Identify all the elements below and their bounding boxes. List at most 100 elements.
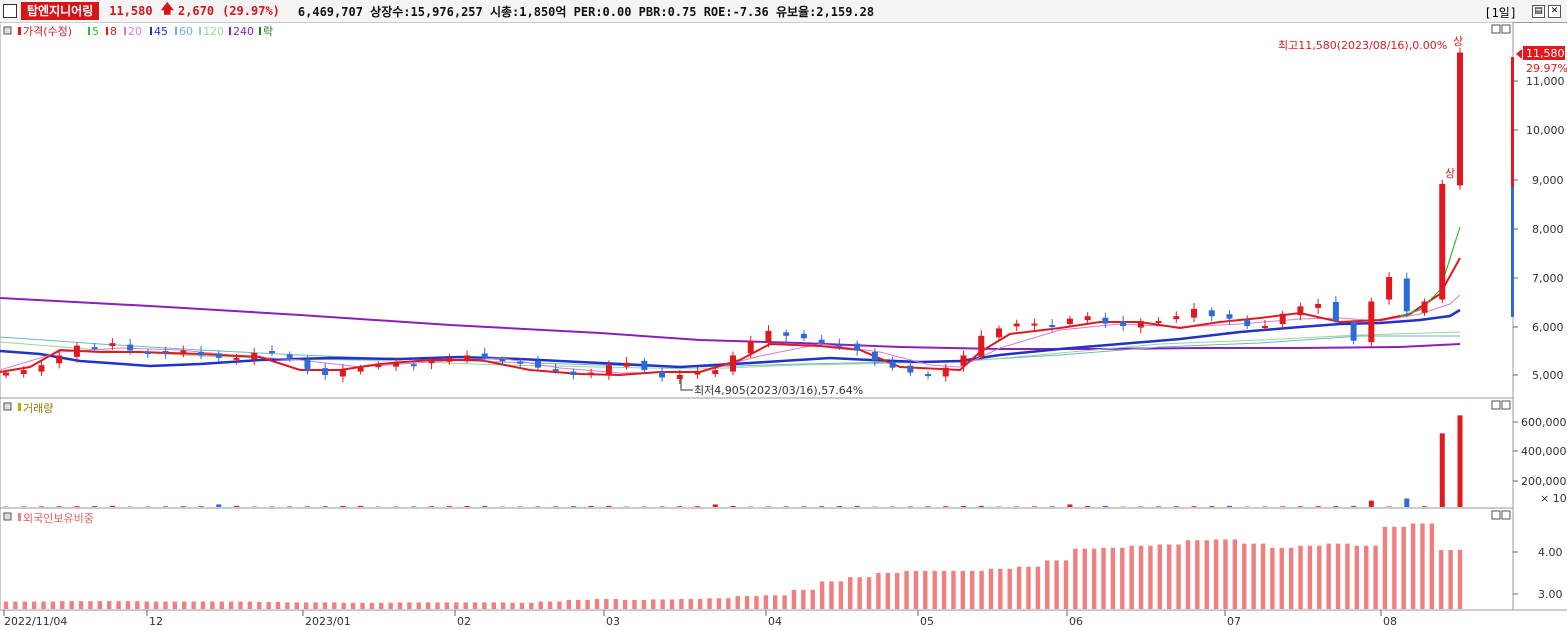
current-price: 11,580 bbox=[109, 4, 153, 18]
candle-body bbox=[268, 350, 275, 353]
high-note: 최고11,580(2023/08/16),0.00% bbox=[1278, 39, 1447, 52]
foreign-bar bbox=[1035, 566, 1041, 609]
legend-price: 가격(수정) bbox=[23, 25, 72, 38]
foreign-bar bbox=[773, 595, 778, 609]
candle-body bbox=[286, 354, 293, 358]
foreign-bar bbox=[31, 601, 37, 609]
x-tick: 02 bbox=[457, 615, 471, 628]
foreign-bar bbox=[435, 602, 440, 609]
volume-bar bbox=[1297, 506, 1303, 507]
foreign-bar bbox=[1457, 549, 1463, 609]
foreign-bar bbox=[951, 570, 956, 609]
candle-body bbox=[800, 333, 807, 339]
checkbox-icon[interactable] bbox=[3, 4, 17, 18]
candle-body bbox=[1368, 301, 1375, 343]
candle-body bbox=[818, 339, 825, 344]
volume-bar bbox=[978, 505, 984, 507]
candle-body bbox=[1421, 301, 1428, 313]
candle-body bbox=[1155, 321, 1162, 324]
candle-body bbox=[20, 370, 27, 375]
volume-bar bbox=[1315, 506, 1321, 507]
candle-body bbox=[1226, 314, 1233, 319]
legend-ma60: 60 bbox=[179, 25, 193, 38]
foreign-bar bbox=[1129, 545, 1134, 609]
panel-close-icon[interactable] bbox=[1501, 510, 1511, 520]
foreign-bar bbox=[425, 602, 431, 609]
legend-swatch bbox=[175, 27, 177, 35]
foreign-bar bbox=[1138, 545, 1144, 609]
y-tick: 600,000 bbox=[1521, 416, 1567, 429]
panel-box-icon[interactable] bbox=[3, 402, 12, 411]
foreign-bar bbox=[923, 570, 928, 609]
candle-body bbox=[410, 364, 417, 367]
candle-body bbox=[942, 367, 949, 377]
period-selector[interactable]: [1일] bbox=[1484, 6, 1517, 20]
y-tick: 7,000 bbox=[1532, 272, 1564, 285]
panel-restore-icon[interactable] bbox=[1491, 24, 1501, 34]
candle-body bbox=[641, 360, 648, 371]
candle-body bbox=[1084, 316, 1091, 321]
y-tick: 9,000 bbox=[1532, 174, 1564, 187]
stock-name[interactable]: 탑엔지니어링 bbox=[21, 2, 100, 20]
axis-range-bar bbox=[1511, 57, 1514, 187]
volume-bar bbox=[1457, 415, 1463, 507]
foreign-bar bbox=[350, 602, 356, 609]
panel-close-icon[interactable] bbox=[1501, 24, 1511, 34]
panel-box-icon[interactable] bbox=[3, 512, 12, 521]
candle-body bbox=[676, 375, 683, 379]
foreign-bar bbox=[482, 602, 487, 609]
foreign-bar bbox=[998, 568, 1003, 609]
foreign-bar bbox=[697, 599, 703, 609]
foreign-bar bbox=[1223, 539, 1228, 609]
candle-body bbox=[446, 357, 453, 362]
candle-body bbox=[747, 340, 754, 354]
candle-body bbox=[339, 370, 346, 377]
candle-body bbox=[517, 361, 524, 364]
volume-bar bbox=[38, 506, 44, 507]
restore-icon[interactable]: ▤ bbox=[1532, 5, 1545, 18]
foreign-bar bbox=[275, 601, 281, 609]
foreign-bar bbox=[200, 601, 206, 609]
price-panel bbox=[0, 22, 1514, 399]
foreign-bar bbox=[885, 573, 890, 609]
volume-bar bbox=[287, 506, 293, 507]
legend-ma240: 240 bbox=[233, 25, 254, 38]
foreign-bar bbox=[932, 570, 937, 609]
candle-body bbox=[623, 362, 630, 367]
volume-bar bbox=[606, 505, 612, 507]
foreign-bar bbox=[707, 598, 712, 609]
close-icon[interactable]: ✕ bbox=[1548, 5, 1561, 18]
candle-body bbox=[464, 355, 471, 360]
volume-panel bbox=[0, 397, 1514, 509]
volume-bar bbox=[180, 506, 186, 507]
x-tick: 08 bbox=[1383, 615, 1397, 628]
candle-body bbox=[251, 352, 258, 360]
volume-bar bbox=[1156, 506, 1162, 507]
foreign-bar bbox=[125, 601, 131, 609]
foreign-bar bbox=[1120, 547, 1125, 609]
legend-swatch bbox=[18, 513, 21, 521]
foreign-bar bbox=[632, 599, 637, 609]
foreign-bar bbox=[172, 601, 178, 609]
candle-body bbox=[1031, 323, 1038, 326]
panel-box-icon[interactable] bbox=[3, 26, 12, 35]
panel-restore-icon[interactable] bbox=[1491, 510, 1501, 520]
stock-chart: 가격(수정) 5 8 20 45 60 120 240 락 11,000 10,… bbox=[0, 22, 1567, 628]
legend-swatch bbox=[150, 27, 152, 35]
foreign-bar bbox=[716, 598, 722, 609]
y-tick: 5,000 bbox=[1532, 369, 1564, 382]
candle-body bbox=[1332, 301, 1339, 322]
volume-bar bbox=[535, 506, 541, 507]
y-tick: 11,000 bbox=[1526, 75, 1565, 88]
volume-bar bbox=[1404, 498, 1410, 507]
foreign-bar bbox=[397, 602, 403, 609]
foreign-bar bbox=[22, 601, 27, 609]
panel-restore-icon[interactable] bbox=[1491, 400, 1501, 410]
foreign-bar bbox=[576, 599, 581, 609]
ma8-line bbox=[0, 257, 1461, 377]
volume-bar bbox=[56, 506, 62, 507]
foreign-bar bbox=[1345, 543, 1350, 609]
volume-bar bbox=[482, 505, 488, 507]
candle-body bbox=[1208, 310, 1215, 317]
panel-close-icon[interactable] bbox=[1501, 400, 1511, 410]
